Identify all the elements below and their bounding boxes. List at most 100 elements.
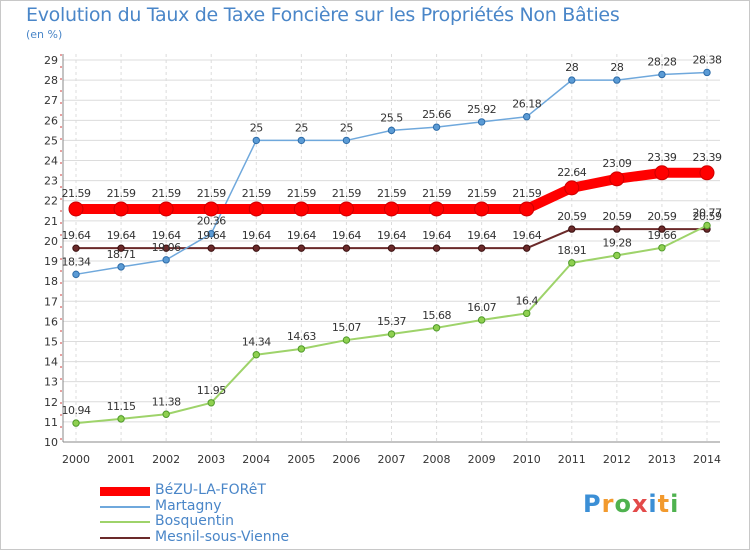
y-tick-label: 14 <box>44 356 58 369</box>
data-label-mesnil-sous-vienne: 20.59 <box>647 210 676 223</box>
data-point-bezu-la-foret <box>68 201 84 217</box>
y-tick-label: 24 <box>44 155 58 168</box>
data-label-bosquentin: 16.4 <box>515 294 538 307</box>
legend-label-bosquentin: Bosquentin <box>155 513 234 529</box>
data-label-mesnil-sous-vienne: 19.64 <box>62 229 91 242</box>
data-label-mesnil-sous-vienne: 19.64 <box>197 229 226 242</box>
y-tick-label: 13 <box>44 376 58 389</box>
data-label-bezu-la-foret: 21.59 <box>287 187 316 200</box>
data-point-martagny <box>613 76 621 84</box>
data-point-bosquentin <box>162 410 170 418</box>
legend-label-mesnil-sous-vienne: Mesnil-sous-Vienne <box>155 529 290 545</box>
data-label-martagny: 25.66 <box>422 108 451 121</box>
y-tick-label: 28 <box>44 74 58 87</box>
x-tick-label: 2007 <box>378 453 406 466</box>
data-label-bezu-la-foret: 23.09 <box>602 157 631 170</box>
x-tick-label: 2002 <box>152 453 180 466</box>
data-point-bosquentin <box>252 351 260 359</box>
x-tick-label: 2003 <box>197 453 225 466</box>
data-label-bosquentin: 15.07 <box>332 321 361 334</box>
data-point-mesnil-sous-vienne <box>568 225 576 233</box>
data-point-bosquentin <box>387 330 396 338</box>
legend-label-martagny: Martagny <box>155 498 222 514</box>
data-label-mesnil-sous-vienne: 20.59 <box>693 210 722 223</box>
data-label-martagny: 25 <box>295 121 308 134</box>
data-label-bosquentin: 16.07 <box>467 301 496 314</box>
data-label-mesnil-sous-vienne: 19.64 <box>467 229 496 242</box>
data-label-mesnil-sous-vienne: 19.64 <box>332 229 361 242</box>
data-label-bezu-la-foret: 21.59 <box>377 187 406 200</box>
y-tick-label: 15 <box>44 335 58 348</box>
data-label-martagny: 28.38 <box>693 53 722 66</box>
data-point-martagny <box>568 76 576 84</box>
data-point-mesnil-sous-vienne <box>432 244 441 252</box>
y-tick-label: 26 <box>44 114 58 127</box>
data-point-bosquentin <box>477 316 486 324</box>
data-point-bezu-la-foret <box>654 165 670 181</box>
data-label-bosquentin: 15.37 <box>377 315 406 328</box>
y-tick-label: 16 <box>44 315 58 328</box>
data-label-martagny: 25 <box>250 121 263 134</box>
data-point-bosquentin <box>117 415 125 423</box>
data-label-bezu-la-foret: 22.64 <box>557 166 586 179</box>
legend-swatch-bosquentin <box>100 521 150 523</box>
data-point-bezu-la-foret <box>564 180 580 196</box>
data-point-martagny <box>387 126 396 135</box>
data-label-martagny: 20.36 <box>197 215 226 228</box>
data-label-bezu-la-foret: 21.59 <box>332 187 361 200</box>
y-tick-label: 19 <box>44 255 58 268</box>
data-point-bezu-la-foret <box>474 201 490 217</box>
y-tick-label: 21 <box>44 215 58 228</box>
data-label-bosquentin: 14.63 <box>287 330 316 343</box>
data-label-martagny: 28.28 <box>647 55 676 68</box>
data-point-mesnil-sous-vienne <box>658 225 666 233</box>
data-point-martagny <box>207 230 215 238</box>
data-label-mesnil-sous-vienne: 19.64 <box>377 229 406 242</box>
data-point-bosquentin <box>297 345 306 353</box>
data-point-martagny <box>117 263 125 271</box>
data-point-bezu-la-foret <box>248 201 264 217</box>
data-point-mesnil-sous-vienne <box>613 225 621 233</box>
data-label-mesnil-sous-vienne: 19.64 <box>512 229 541 242</box>
data-point-martagny <box>297 136 306 145</box>
data-point-martagny <box>72 270 80 279</box>
data-point-mesnil-sous-vienne <box>162 244 170 252</box>
data-label-bezu-la-foret: 21.59 <box>62 187 91 200</box>
data-label-bosquentin: 11.38 <box>152 395 181 408</box>
data-point-mesnil-sous-vienne <box>342 244 351 252</box>
data-label-mesnil-sous-vienne: 19.64 <box>422 229 451 242</box>
x-tick-label: 2005 <box>287 453 315 466</box>
data-point-bezu-la-foret <box>429 201 445 217</box>
data-point-bezu-la-foret <box>203 201 219 217</box>
data-label-mesnil-sous-vienne: 19.64 <box>242 229 271 242</box>
data-label-bezu-la-foret: 23.39 <box>647 151 676 164</box>
data-point-martagny <box>162 256 170 264</box>
data-label-mesnil-sous-vienne: 20.59 <box>602 210 631 223</box>
x-tick-label: 2000 <box>62 453 90 466</box>
data-label-bosquentin: 18.91 <box>557 244 586 257</box>
y-tick-label: 27 <box>44 94 58 107</box>
x-tick-label: 2012 <box>603 453 631 466</box>
data-label-bezu-la-foret: 21.59 <box>197 187 226 200</box>
data-label-martagny: 25.92 <box>467 103 496 116</box>
data-label-mesnil-sous-vienne: 19.64 <box>107 229 136 242</box>
data-point-bosquentin <box>568 259 576 267</box>
data-label-bosquentin: 19.28 <box>602 236 631 249</box>
data-point-bezu-la-foret <box>158 201 174 217</box>
data-point-martagny <box>342 136 351 145</box>
y-tick-label: 23 <box>44 175 58 188</box>
data-label-bezu-la-foret: 21.59 <box>242 187 271 200</box>
legend-swatch-mesnil-sous-vienne <box>100 537 150 539</box>
data-label-bezu-la-foret: 21.59 <box>107 187 136 200</box>
data-point-bezu-la-foret <box>699 165 715 181</box>
data-label-bezu-la-foret: 21.59 <box>152 187 181 200</box>
legend-swatch-bezu-la-foret <box>100 486 150 496</box>
y-tick-label: 12 <box>44 396 58 409</box>
data-label-bosquentin: 20.77 <box>693 206 722 219</box>
chart-title: Evolution du Taux de Taxe Foncière sur l… <box>26 4 620 26</box>
data-label-martagny: 26.18 <box>512 98 541 111</box>
y-tick-label: 22 <box>44 195 58 208</box>
data-point-mesnil-sous-vienne <box>523 244 531 252</box>
data-point-mesnil-sous-vienne <box>297 244 306 252</box>
data-label-bezu-la-foret: 23.39 <box>693 151 722 164</box>
